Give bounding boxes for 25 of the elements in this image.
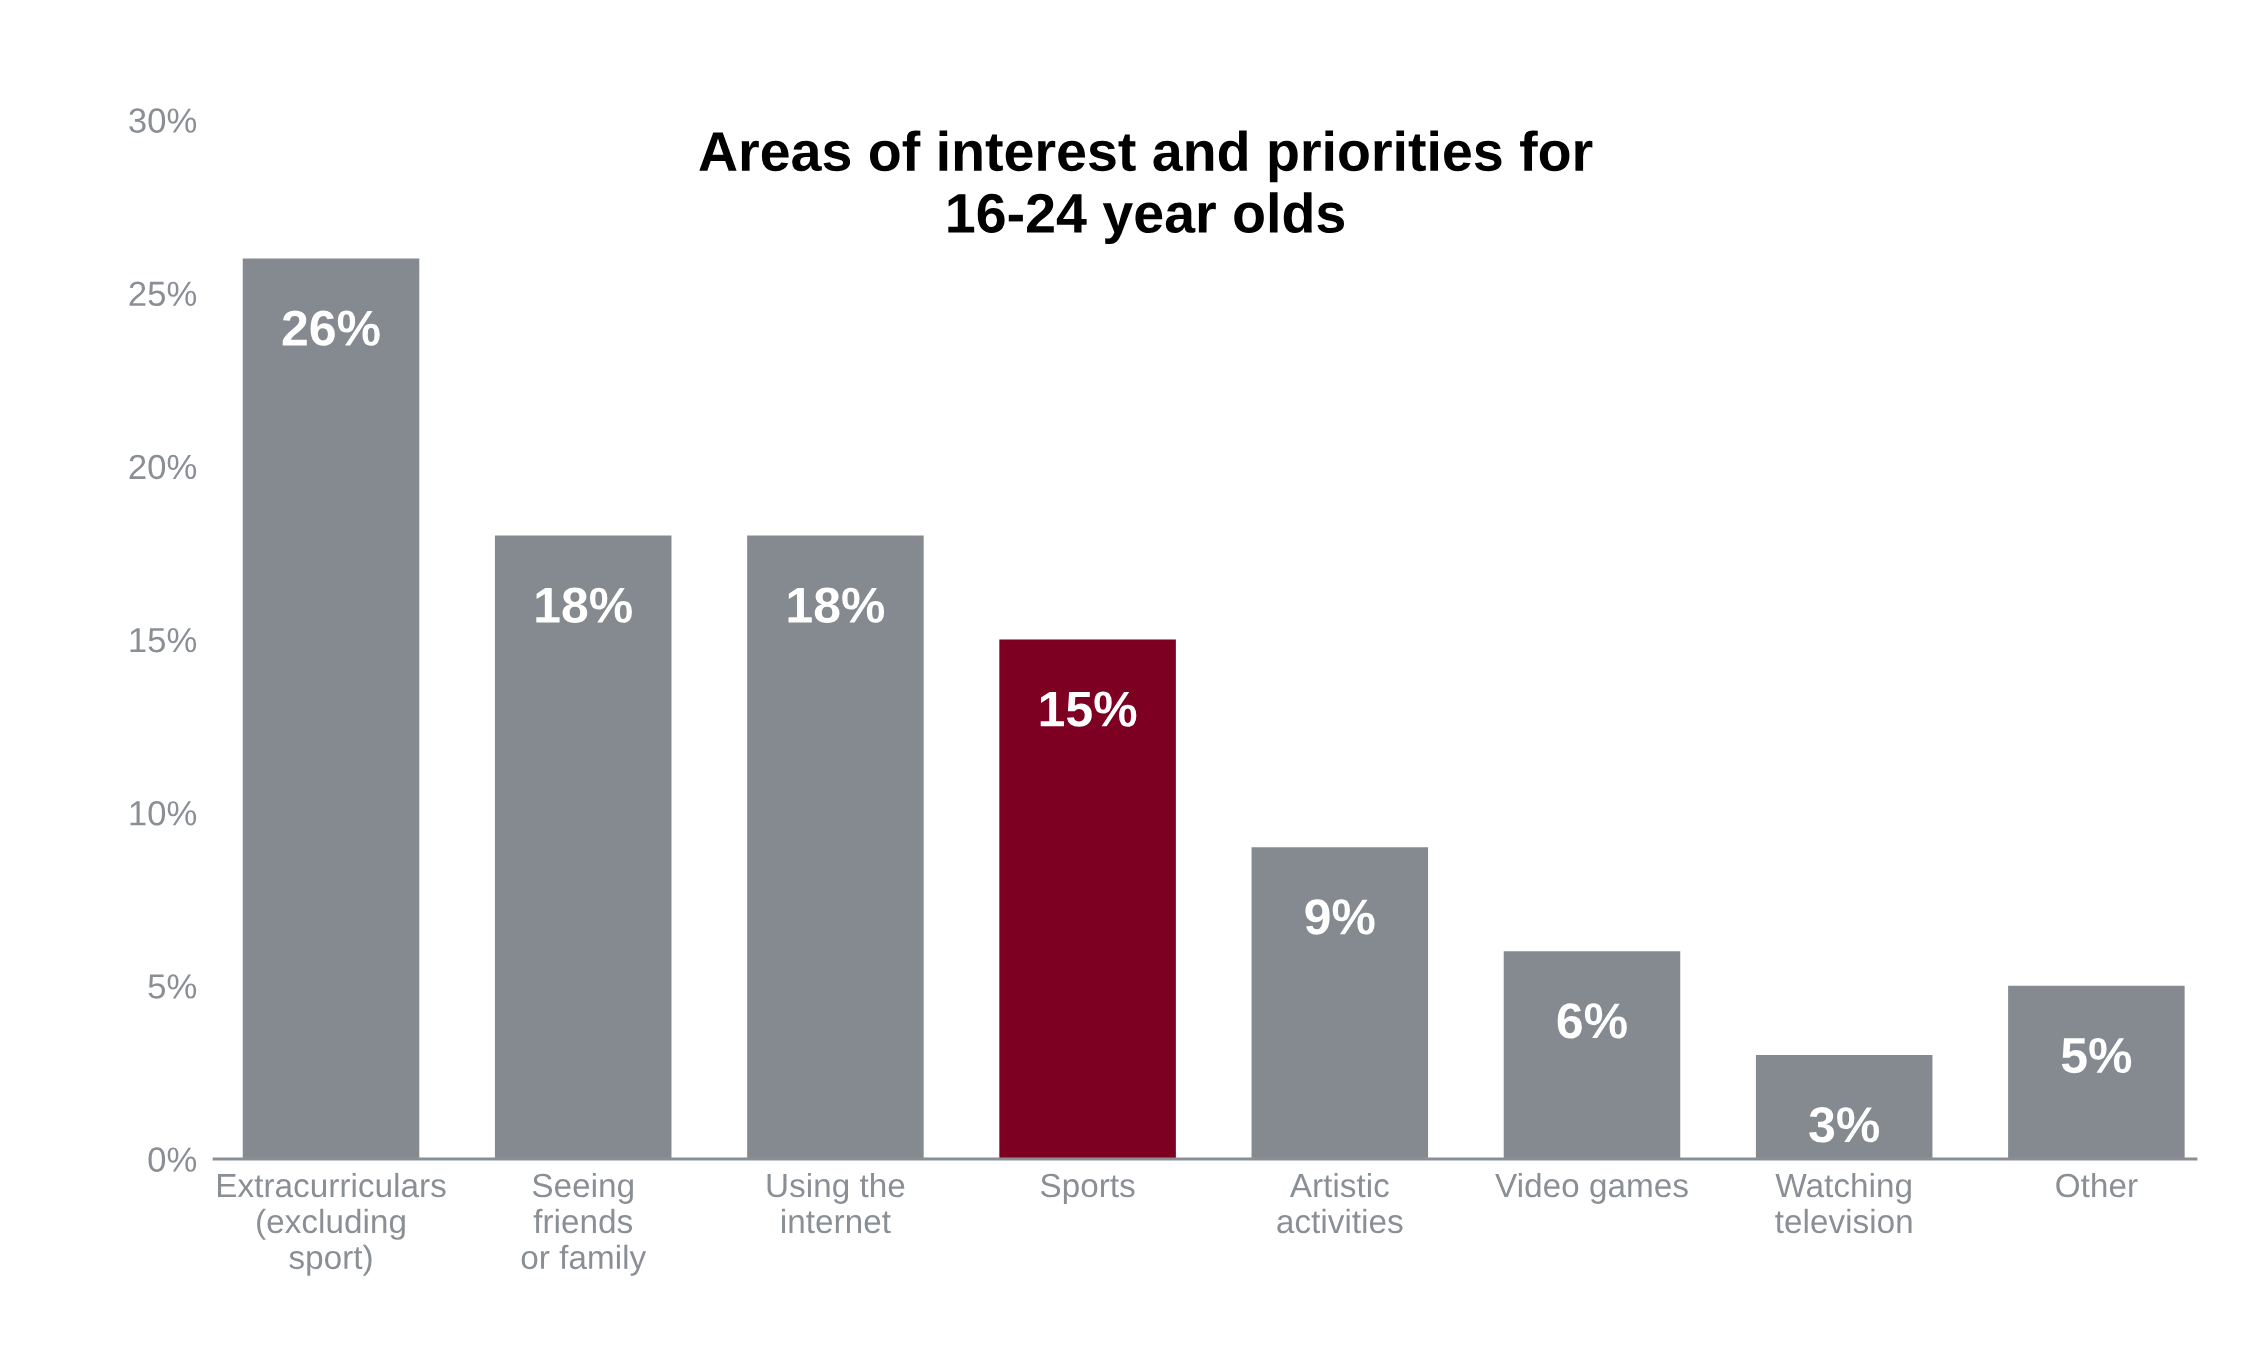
y-tick-label: 0% bbox=[148, 1147, 197, 1172]
data-label: 26% bbox=[282, 310, 380, 346]
y-tick-label: 10% bbox=[130, 801, 197, 826]
x-tick-label: Video games bbox=[1495, 1172, 1688, 1204]
y-tick-label: 5% bbox=[148, 974, 197, 999]
data-label: 3% bbox=[1809, 1107, 1879, 1143]
x-tick-label: Sports bbox=[1040, 1173, 1135, 1204]
data-label: 5% bbox=[2061, 1037, 2132, 1074]
y-tick-label: 15% bbox=[130, 627, 197, 653]
data-label: 18% bbox=[788, 587, 885, 623]
x-tick-label: Extracurriculars (excluding sport) bbox=[217, 1172, 446, 1276]
data-label: 18% bbox=[536, 587, 632, 623]
x-tick-label: Artistic activities bbox=[1277, 1172, 1403, 1234]
text: Areas of interest and priorities for 16-24 year olds bbox=[699, 130, 1593, 245]
x-tick-label: Seeing friends or family bbox=[521, 1172, 647, 1276]
data-label: 6% bbox=[1557, 1003, 1627, 1039]
y-tick-label: 20% bbox=[129, 454, 197, 480]
bar bbox=[999, 639, 1176, 1159]
y-tick-label: 30% bbox=[129, 108, 197, 133]
x-tick-label: Using the internet bbox=[767, 1172, 905, 1234]
data-label: 15% bbox=[1040, 691, 1137, 727]
x-tick-label: Watching television bbox=[1775, 1172, 1912, 1234]
data-label: 9% bbox=[1305, 899, 1375, 935]
x-tick-label: Other bbox=[2056, 1172, 2138, 1198]
y-tick-label: 25% bbox=[129, 281, 197, 307]
